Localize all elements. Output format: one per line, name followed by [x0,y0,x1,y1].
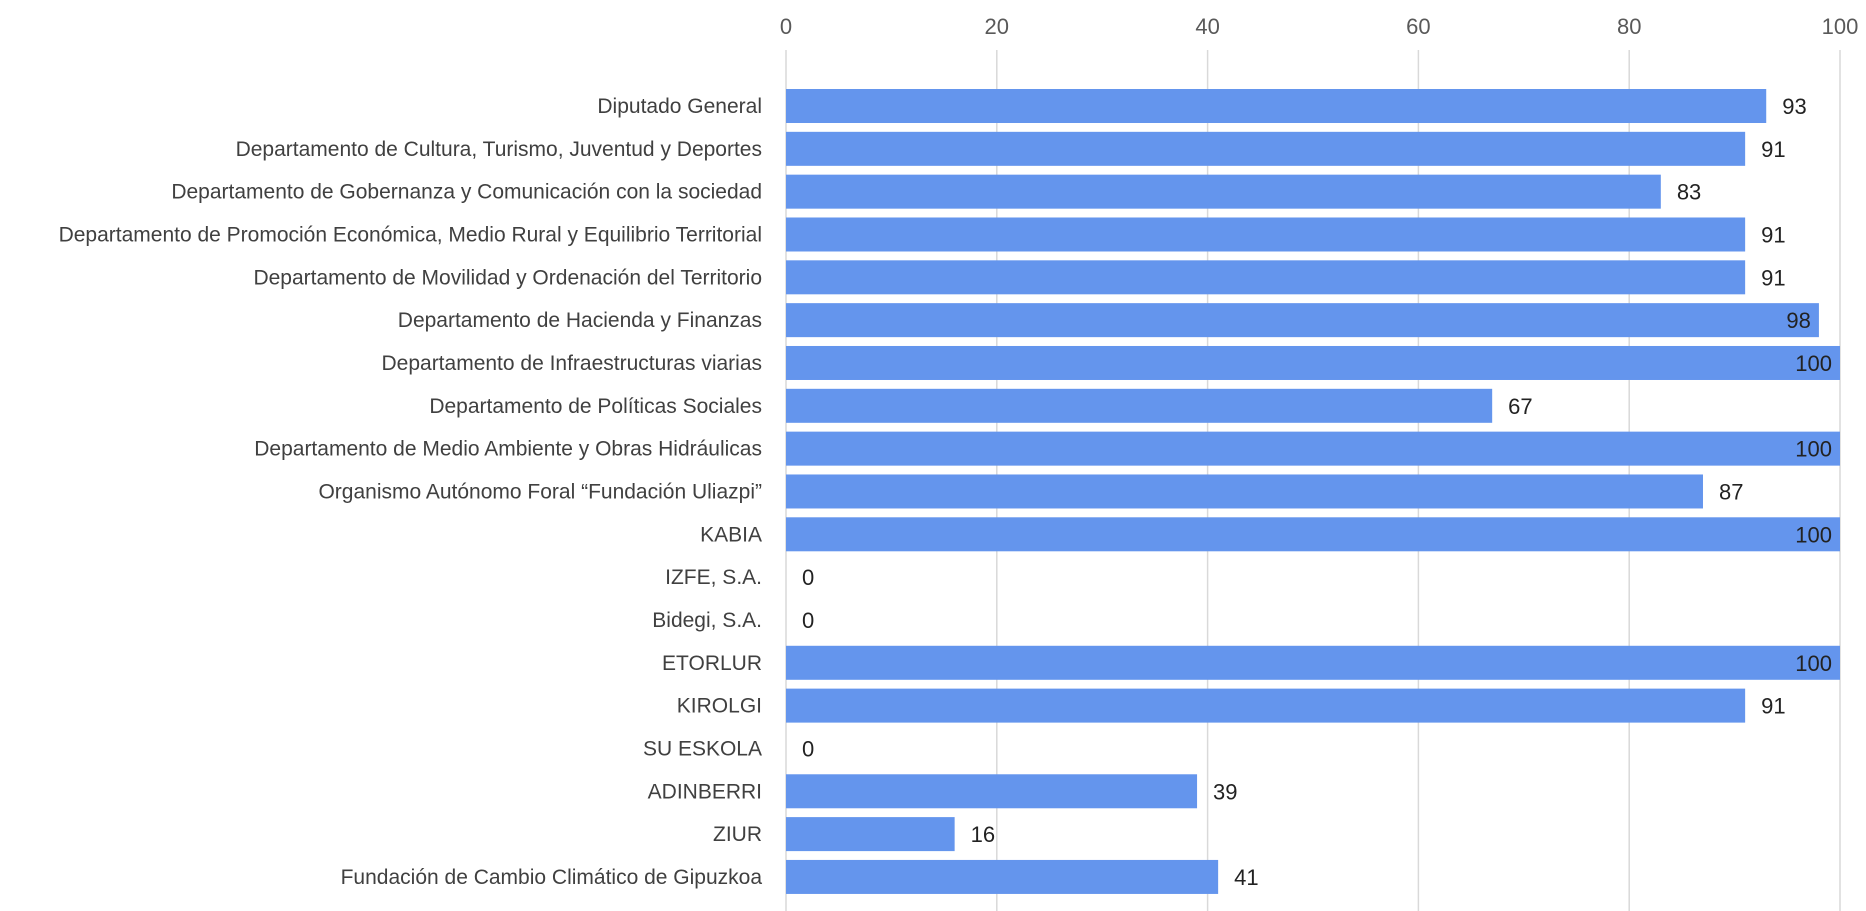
category-label: Organismo Autónomo Foral “Fundación Ulia… [318,480,762,503]
bars [786,89,1840,894]
category-label: Departamento de Hacienda y Finanzas [398,309,762,332]
bar [786,217,1746,252]
x-tick-label: 0 [780,14,792,39]
bar [786,774,1198,809]
category-label: ETORLUR [662,652,762,675]
bar [786,345,1840,380]
bar [786,260,1746,295]
data-label: 98 [1786,308,1810,333]
data-label: 93 [1782,94,1806,119]
category-label: ADINBERRI [648,780,762,803]
data-label: 16 [971,822,995,847]
bar [786,131,1746,166]
x-tick-label: 40 [1195,14,1219,39]
x-tick-label: 20 [985,14,1009,39]
category-labels: Diputado General Departamento de Cultura,… [59,95,763,889]
bar [786,688,1746,723]
data-label: 91 [1761,694,1785,719]
x-tick-label: 80 [1617,14,1641,39]
data-label: 91 [1761,222,1785,247]
category-label: Departamento de Gobernanza y Comunicació… [171,181,762,204]
category-label: IZFE, S.A. [665,566,762,589]
data-label: 91 [1761,265,1785,290]
data-label: 0 [802,736,814,761]
data-label: 39 [1213,779,1237,804]
data-label: 67 [1508,394,1532,419]
data-label: 100 [1795,437,1832,462]
data-label: 100 [1795,351,1832,376]
data-label: 91 [1761,137,1785,162]
category-label: Departamento de Cultura, Turismo, Juvent… [236,138,762,161]
bar [786,645,1840,680]
bar [786,859,1219,894]
category-label: Bidegi, S.A. [652,609,762,632]
data-label: 41 [1234,865,1258,890]
category-label: SU ESKOLA [643,737,762,760]
bar [786,817,955,852]
data-label: 0 [802,608,814,633]
bar [786,474,1703,509]
category-label: Departamento de Movilidad y Ordenación d… [253,266,762,289]
data-label: 0 [802,565,814,590]
x-tick-label: 60 [1406,14,1430,39]
category-label: Departamento de Promoción Económica, Med… [59,223,762,246]
data-label: 83 [1677,180,1701,205]
x-tick-label: 100 [1822,14,1859,39]
category-label: Diputado General [597,95,762,118]
bar [786,303,1819,338]
category-label: ZIUR [713,823,762,846]
category-label: Departamento de Políticas Sociales [429,395,762,418]
bar [786,431,1840,466]
bar [786,174,1661,209]
category-label: KIROLGI [677,695,762,718]
bar [786,89,1767,123]
x-axis-ticks: 0 20 40 60 80 100 [780,14,1858,39]
category-label: KABIA [700,523,762,546]
category-label: Departamento de Infraestructuras viarias [381,352,762,375]
bar [786,517,1840,552]
data-label: 100 [1795,651,1832,676]
category-label: Fundación de Cambio Climático de Gipuzko… [341,866,763,889]
category-label: Departamento de Medio Ambiente y Obras H… [254,438,762,461]
bar [786,388,1493,423]
data-label: 100 [1795,522,1832,547]
data-label: 87 [1719,479,1743,504]
